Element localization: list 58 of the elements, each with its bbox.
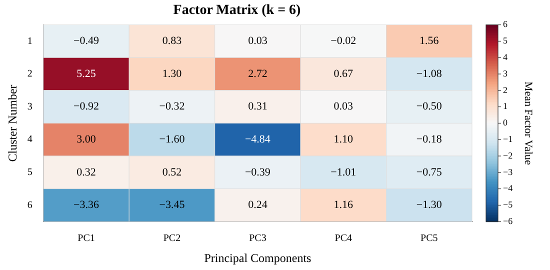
- color-bar-label: −1: [503, 134, 513, 144]
- data-label: −1.60: [159, 133, 186, 146]
- y-tick-label: 1: [27, 36, 32, 47]
- data-label: −0.02: [330, 35, 356, 48]
- chart-title: Factor Matrix (k = 6): [173, 3, 302, 18]
- color-bar-label: 4: [503, 52, 508, 62]
- data-label: 3.00: [76, 133, 96, 146]
- data-label: 1.10: [334, 133, 354, 146]
- data-label: −0.92: [74, 100, 99, 113]
- data-label: 0.03: [248, 35, 268, 48]
- data-label: 5.25: [76, 68, 96, 80]
- data-label: 1.16: [334, 199, 354, 212]
- data-label: −0.39: [244, 166, 271, 178]
- y-axis-title: Cluster Number: [5, 84, 20, 162]
- color-bar-label: −5: [503, 200, 514, 210]
- y-tick-label: 2: [27, 68, 32, 80]
- data-label: −1.01: [330, 166, 356, 178]
- data-label: −4.84: [244, 133, 271, 146]
- color-bar-label: 0: [503, 118, 508, 128]
- data-label: 0.52: [162, 166, 182, 178]
- x-tick-label: PC4: [334, 233, 352, 244]
- data-label: −0.50: [416, 100, 442, 113]
- color-bar-label: 6: [503, 19, 508, 30]
- data-label: −1.08: [416, 68, 442, 80]
- y-tick-label: 5: [27, 167, 32, 178]
- data-label: −0.32: [159, 100, 185, 113]
- data-label: 0.32: [76, 166, 96, 178]
- color-bar-label: 5: [503, 36, 508, 46]
- data-label: −3.45: [159, 199, 186, 212]
- data-label: −0.49: [74, 35, 100, 48]
- color-bar-label: −6: [503, 216, 514, 226]
- x-axis-title: Principal Components: [204, 250, 312, 265]
- color-bar-label: 2: [503, 84, 508, 95]
- x-tick-label: PC1: [78, 233, 95, 244]
- data-label: −1.30: [416, 199, 442, 212]
- data-label: 1.56: [420, 35, 440, 48]
- x-tick-label: PC2: [163, 233, 181, 244]
- data-label: −0.75: [416, 166, 442, 178]
- color-bar-title: Mean Factor Value: [522, 81, 534, 166]
- y-tick-label: 4: [27, 134, 32, 146]
- data-label: 0.03: [334, 100, 354, 113]
- color-bar-label: −4: [503, 183, 514, 194]
- y-tick-label: 6: [27, 200, 32, 211]
- color-bar-label: −3: [503, 166, 514, 177]
- data-label: 2.72: [248, 68, 268, 80]
- color-bar-label: 3: [503, 68, 508, 78]
- data-label: 0.24: [248, 199, 268, 212]
- data-label: −3.36: [74, 199, 100, 212]
- color-bar-label: −2: [503, 150, 513, 160]
- y-tick-label: 3: [27, 101, 32, 112]
- x-tick-label: PC5: [420, 233, 438, 244]
- data-label: −0.18: [416, 133, 442, 146]
- data-label: 1.30: [162, 68, 182, 80]
- data-label: 0.67: [334, 68, 354, 80]
- data-label: 0.31: [248, 100, 268, 113]
- color-bar-label: 1: [503, 101, 508, 112]
- data-label: 0.83: [162, 35, 182, 48]
- x-tick-label: PC3: [249, 233, 266, 244]
